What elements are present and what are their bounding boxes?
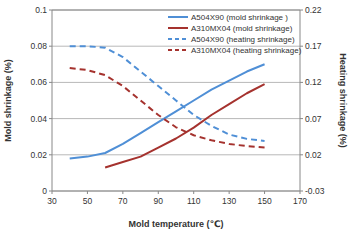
x-axis-label: Mold temperature (℃) <box>129 219 224 229</box>
series-line <box>105 84 264 167</box>
legend-label: A504X90 (mold shrinkage ) <box>191 13 288 22</box>
legend-swatch <box>168 38 188 40</box>
x-tick-label: 90 <box>154 196 164 206</box>
y2-axis <box>300 10 301 191</box>
y-axis <box>52 10 53 191</box>
x-tick-label: 70 <box>118 196 128 206</box>
legend: A504X90 (mold shrinkage ) A310MX04 (mold … <box>168 13 302 55</box>
y-tick-label: 0.02 <box>30 150 47 160</box>
grid-line <box>52 154 300 155</box>
legend-label: A310MX04 (mold shrinkage) <box>191 24 293 33</box>
y2-tick-label: 0.22 <box>305 5 322 15</box>
y-tick-label: 0.04 <box>30 114 47 124</box>
series-line <box>70 64 265 158</box>
grid-line <box>52 10 300 11</box>
series-line <box>70 46 265 141</box>
x-tick-label: 130 <box>222 196 236 206</box>
y2-tick-label: 0.17 <box>305 41 322 51</box>
series-group <box>70 46 265 167</box>
top-frame <box>52 10 300 11</box>
series-line <box>70 68 265 148</box>
y2-tick-label: 0.12 <box>305 77 322 87</box>
grid-line <box>52 191 300 192</box>
y2-tick-label: 0.07 <box>305 114 322 124</box>
legend-swatch <box>168 16 188 18</box>
legend-label: A310MX04 (heating shrinkage) <box>191 46 302 55</box>
y2-axis-label: Heating shrinkage (%) <box>338 53 348 148</box>
x-tick-label: 150 <box>257 196 271 206</box>
x-tick-label: 50 <box>83 196 93 206</box>
chart: 0 0.02 0.04 0.06 0.08 0.1 -0.03 0.02 0.07 0.12 0.1… <box>0 0 350 234</box>
legend-label: A504X90 (heating shrinkage) <box>191 35 295 44</box>
grid-line <box>52 82 300 83</box>
y-axis-label: Mold shrinkage (%) <box>3 59 13 142</box>
legend-swatch <box>168 49 188 51</box>
y-tick-label: 0.08 <box>30 41 47 51</box>
y2-tick-label: 0.02 <box>305 150 322 160</box>
x-tick-label: 170 <box>293 196 307 206</box>
y-tick-label: 0.1 <box>35 5 47 15</box>
grid-line <box>52 118 300 119</box>
y2-tick-label: -0.03 <box>305 186 325 196</box>
y-tick-label: 0 <box>42 186 47 196</box>
x-tick-label: 30 <box>47 196 57 206</box>
x-tick-label: 110 <box>187 196 201 206</box>
legend-swatch <box>168 27 188 29</box>
y-tick-label: 0.06 <box>30 77 47 87</box>
x-axis <box>52 191 300 192</box>
